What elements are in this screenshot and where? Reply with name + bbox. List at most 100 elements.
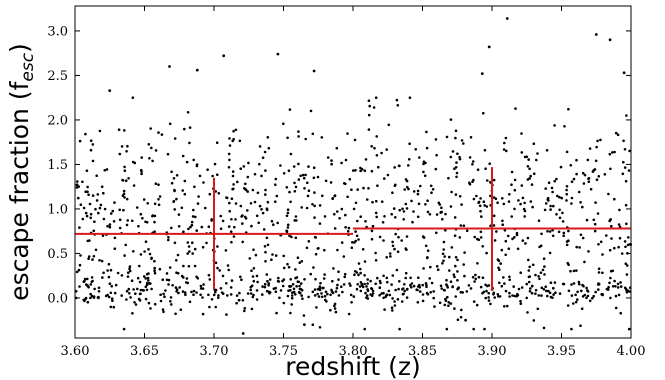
data-point [165,272,169,275]
data-point [249,292,253,295]
data-point [298,287,302,291]
data-point [74,290,78,293]
data-point [282,122,285,125]
data-point [165,278,169,282]
data-point [449,118,453,121]
data-point [186,252,189,255]
data-point [500,284,504,288]
data-point [426,199,429,202]
data-point [137,224,140,228]
data-point [378,286,382,290]
data-point [108,282,112,286]
data-point [265,273,269,276]
data-point [601,253,604,256]
data-point [393,247,396,251]
data-point [478,204,482,208]
data-point [167,238,170,242]
data-point [344,158,348,162]
data-point [193,247,197,251]
data-point [323,248,326,252]
data-point [391,297,394,300]
data-point [597,243,600,246]
data-point [138,264,141,268]
data-point [359,267,362,271]
data-point [362,186,365,190]
data-point [250,269,253,273]
data-point [418,290,422,293]
data-point [376,276,379,280]
data-point [528,290,532,293]
data-point [526,236,530,240]
x-tick-label: 3.70 [200,344,229,359]
data-point [517,199,520,202]
data-point [244,182,247,186]
data-point [234,218,237,221]
data-point [520,184,524,187]
data-point [192,289,196,293]
data-point [89,292,92,296]
data-point [226,264,230,267]
data-point [87,193,90,196]
data-point [456,318,460,322]
data-point [88,202,92,206]
data-point [331,291,335,295]
data-point [202,181,205,184]
data-point [405,296,409,299]
data-point [266,200,270,204]
data-point [552,293,555,296]
data-point [456,258,459,262]
data-point [366,297,370,300]
data-point [201,245,205,249]
data-point [583,173,587,177]
data-point [186,241,190,244]
data-point [508,275,511,279]
data-point [377,165,380,169]
data-point [170,181,174,185]
data-point [595,145,598,149]
data-point [335,286,339,290]
data-point [530,285,534,288]
data-point [142,198,146,201]
data-point [542,288,546,291]
data-point [527,280,531,284]
data-point [294,268,297,271]
data-point [448,255,451,259]
data-point [131,96,135,99]
data-point [608,248,612,252]
data-point [541,268,545,272]
data-point [84,296,88,300]
data-point [90,276,94,279]
data-point [613,150,616,154]
data-point [445,278,448,282]
data-point [148,157,151,160]
data-point [370,169,374,173]
data-point [410,199,413,203]
data-point [317,295,321,298]
data-point [421,293,425,296]
data-point [185,160,189,164]
data-point [519,302,523,306]
data-point [449,205,453,208]
data-point [441,217,444,221]
data-point [361,285,365,289]
data-point [255,289,259,292]
data-point [190,290,193,294]
data-point [293,181,296,185]
data-point [622,160,625,164]
data-point [449,280,453,284]
data-point [507,247,511,250]
data-point [520,286,524,289]
data-point [307,165,310,168]
data-point [525,296,528,300]
data-point [225,196,229,200]
data-point [369,279,372,283]
data-point [453,275,456,279]
data-point [366,288,369,291]
data-point [609,218,612,221]
data-point [447,176,450,180]
data-point [391,240,394,244]
data-point [532,319,536,322]
data-point [82,206,86,210]
data-point [207,273,211,277]
data-point [627,236,630,239]
